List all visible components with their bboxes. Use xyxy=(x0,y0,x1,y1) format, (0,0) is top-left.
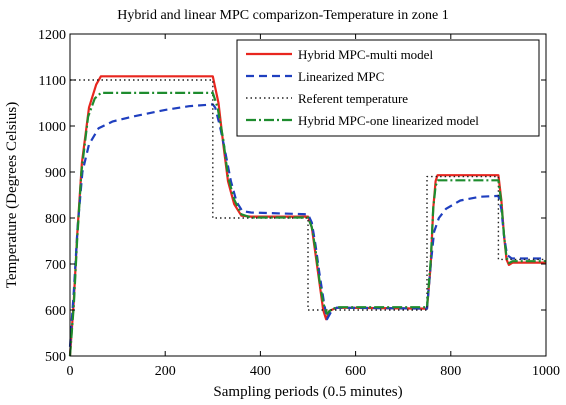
y-tick-label: 500 xyxy=(45,350,66,365)
y-tick-label: 700 xyxy=(45,258,66,273)
y-tick-label: 1200 xyxy=(38,28,66,43)
legend: Hybrid MPC-multi model Linearized MPC Refe… xyxy=(236,39,540,137)
y-tick-label: 800 xyxy=(45,212,66,227)
series-line-1 xyxy=(68,75,546,357)
y-tick-label: 1000 xyxy=(38,120,66,135)
x-tick-label: 800 xyxy=(440,364,461,379)
x-tick-label: 400 xyxy=(250,364,271,379)
y-axis-label: Temperature (Degrees Celsius) xyxy=(4,102,20,288)
series-line-4 xyxy=(68,91,546,357)
plot-lines xyxy=(68,75,546,357)
legend-label-1: Hybrid MPC-multi model xyxy=(298,47,433,62)
y-tick-label: 600 xyxy=(45,304,66,319)
x-axis-label: Sampling periods (0.5 minutes) xyxy=(213,384,402,400)
legend-label-2: Linearized MPC xyxy=(298,69,384,84)
y-tick-label: 900 xyxy=(45,166,66,181)
legend-label-4: Hybrid MPC-one linearized model xyxy=(298,113,479,128)
legend-label-3: Referent temperature xyxy=(298,91,408,106)
series-line-2 xyxy=(68,103,546,347)
x-tick-label: 200 xyxy=(155,364,176,379)
x-axis-ticks: 0 200 400 600 800 1000 xyxy=(67,34,560,379)
plot-frame xyxy=(69,33,547,357)
series-line-3 xyxy=(70,79,546,311)
y-tick-label: 1100 xyxy=(39,74,66,89)
y-axis-ticks: 500 600 700 800 900 1000 1100 1200 xyxy=(38,28,546,365)
chart-title: Hybrid and linear MPC comparizon-Tempera… xyxy=(117,8,448,23)
x-tick-label: 600 xyxy=(345,364,366,379)
x-tick-label: 0 xyxy=(67,364,74,379)
x-tick-label: 1000 xyxy=(532,364,560,379)
